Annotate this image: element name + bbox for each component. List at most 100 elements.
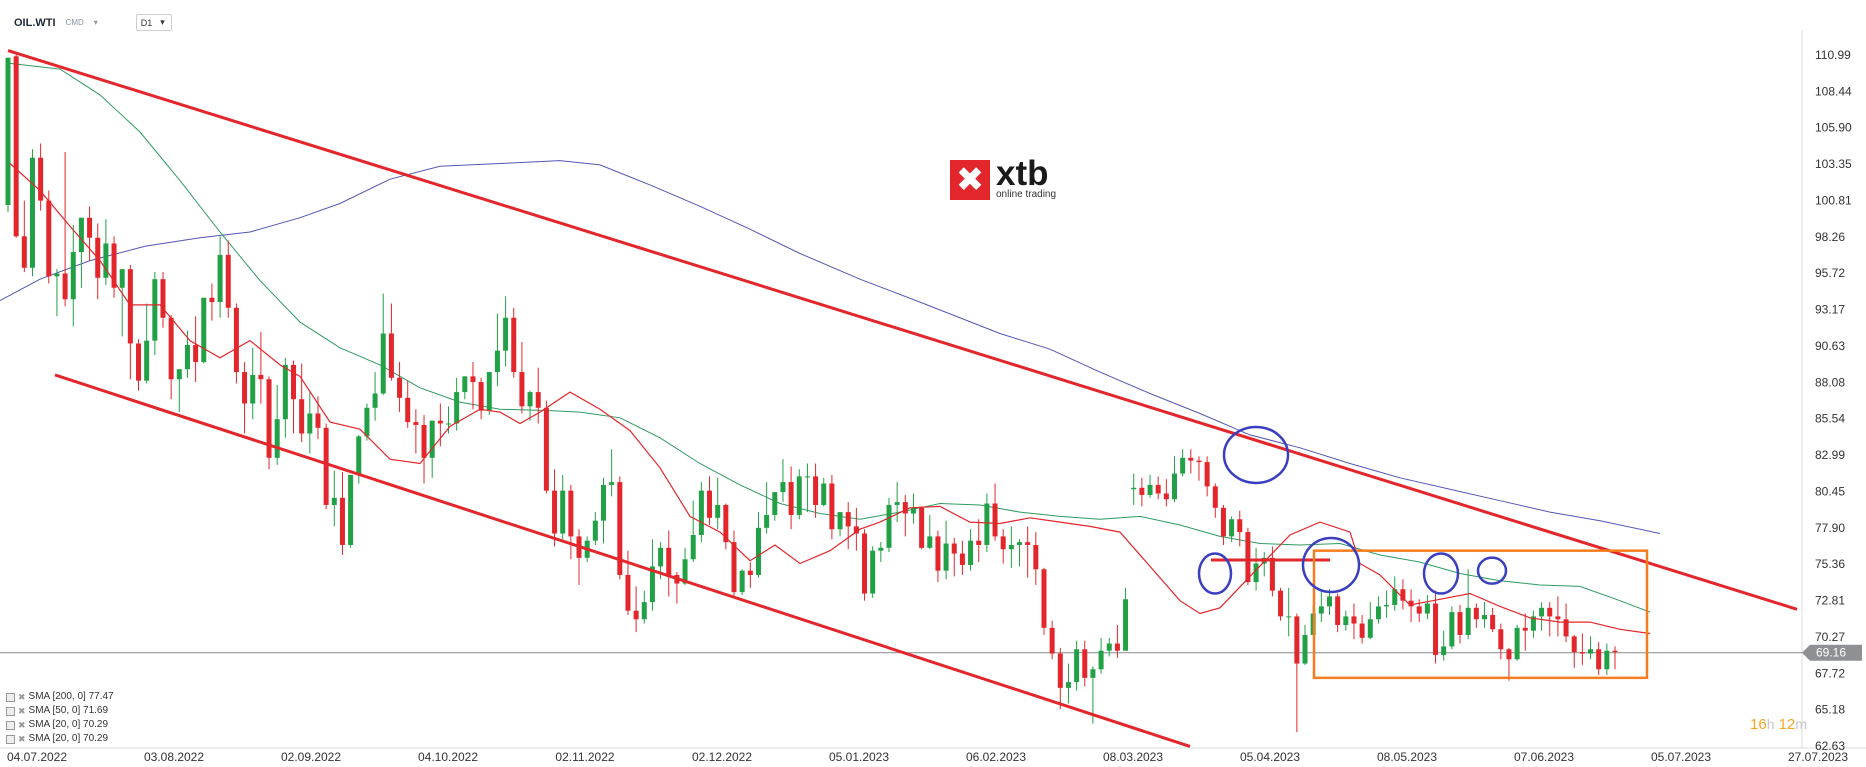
settings-icon[interactable] — [6, 706, 15, 716]
y-tick-label: 98.26 — [1815, 230, 1845, 244]
candle — [1392, 576, 1398, 611]
close-icon[interactable]: ✖ — [18, 734, 26, 744]
candle-body — [764, 514, 770, 528]
candle-body — [1579, 652, 1585, 654]
candle-body — [951, 543, 957, 554]
candle — [1033, 532, 1039, 585]
candle — [682, 547, 688, 585]
symbol-label[interactable]: OIL.WTI — [14, 16, 56, 29]
candle — [119, 269, 125, 337]
x-tick-label: 02.09.2022 — [281, 750, 341, 764]
candle — [845, 502, 851, 550]
candle-body — [1326, 596, 1332, 607]
candle-body — [1351, 616, 1357, 624]
candle-body — [494, 350, 500, 373]
close-icon[interactable]: ✖ — [18, 706, 26, 716]
candle — [1612, 646, 1618, 670]
candle-body — [560, 490, 566, 534]
close-icon[interactable]: ✖ — [18, 692, 26, 702]
candle — [87, 206, 93, 261]
candle — [462, 376, 468, 400]
candle — [796, 469, 802, 520]
candle — [266, 376, 272, 470]
candle-body — [1041, 569, 1047, 628]
candle-body — [788, 482, 794, 515]
candle-body — [715, 504, 721, 518]
legend-item[interactable]: ✖ SMA [20, 0] 70.29 — [6, 718, 114, 732]
candle — [755, 512, 761, 578]
candle — [1188, 449, 1194, 474]
candle — [1172, 456, 1178, 503]
x-tick-label: 04.10.2022 — [418, 750, 478, 764]
candle — [870, 546, 876, 598]
candle-body — [1147, 484, 1153, 495]
settings-icon[interactable] — [6, 734, 15, 744]
legend-item[interactable]: ✖ SMA [50, 0] 71.69 — [6, 704, 114, 718]
candle-body — [356, 436, 362, 475]
y-tick-label: 67.72 — [1815, 666, 1845, 680]
candle-body — [1278, 590, 1284, 617]
y-tick-label: 77.90 — [1815, 521, 1845, 535]
candle — [1441, 630, 1447, 661]
candle-body — [78, 217, 84, 253]
candle-body — [633, 610, 639, 620]
candle-body — [127, 269, 133, 344]
candle-body — [339, 497, 345, 545]
candle-body — [1123, 599, 1129, 651]
candle-body — [747, 570, 753, 575]
candle — [1465, 569, 1471, 640]
candle — [723, 503, 729, 550]
candle — [649, 539, 655, 611]
candle — [1106, 637, 1112, 657]
candle-body — [119, 269, 125, 288]
x-tick-label: 06.02.2023 — [966, 750, 1026, 764]
candle-body — [1530, 616, 1536, 631]
sma-200-line — [0, 160, 1661, 534]
candle — [38, 143, 44, 211]
candle-body — [658, 547, 664, 567]
close-icon[interactable]: ✖ — [18, 720, 26, 730]
candle-body — [1481, 614, 1487, 620]
candle — [478, 377, 484, 420]
candle-body — [364, 407, 370, 437]
candle — [1400, 579, 1406, 610]
candle — [959, 540, 965, 575]
timeframe-select[interactable]: D1 ▾ — [135, 14, 172, 31]
candle-body — [1416, 606, 1422, 614]
candle-body — [486, 372, 492, 411]
legend-item[interactable]: ✖ SMA [20, 0] 70.29 — [6, 732, 114, 746]
legend-item[interactable]: ✖ SMA [200, 0] 77.47 — [6, 690, 114, 704]
candle — [136, 339, 142, 391]
candle — [1579, 633, 1585, 665]
candle-body — [845, 512, 851, 527]
candle-body — [625, 574, 631, 611]
y-tick-label: 88.08 — [1815, 375, 1845, 389]
candle-body — [1204, 462, 1210, 487]
candle-body — [821, 483, 827, 505]
timer-hours: 16 — [1750, 716, 1767, 733]
candle-body — [1343, 616, 1349, 625]
candle-body — [894, 502, 900, 505]
legend-label: SMA [200, 0] 77.47 — [28, 691, 114, 702]
candle — [127, 264, 133, 380]
settings-icon[interactable] — [6, 692, 15, 702]
candle-body — [1547, 607, 1553, 617]
x-tick-label: 03.08.2022 — [144, 750, 204, 764]
settings-icon[interactable] — [6, 720, 15, 730]
candle — [46, 190, 52, 284]
candle — [348, 474, 354, 548]
legend-label: SMA [20, 0] 70.29 — [28, 719, 109, 730]
candle — [772, 492, 778, 521]
consolidation-box — [1312, 549, 1649, 680]
candle — [413, 409, 419, 454]
candle-body — [445, 423, 451, 425]
candle-body — [1563, 619, 1569, 637]
candle-body — [291, 364, 297, 400]
candle-body — [1400, 589, 1406, 601]
candle-body — [813, 476, 819, 505]
candle — [1049, 620, 1055, 660]
chevron-down-icon[interactable]: ▾ — [93, 18, 98, 27]
candle — [5, 57, 11, 213]
